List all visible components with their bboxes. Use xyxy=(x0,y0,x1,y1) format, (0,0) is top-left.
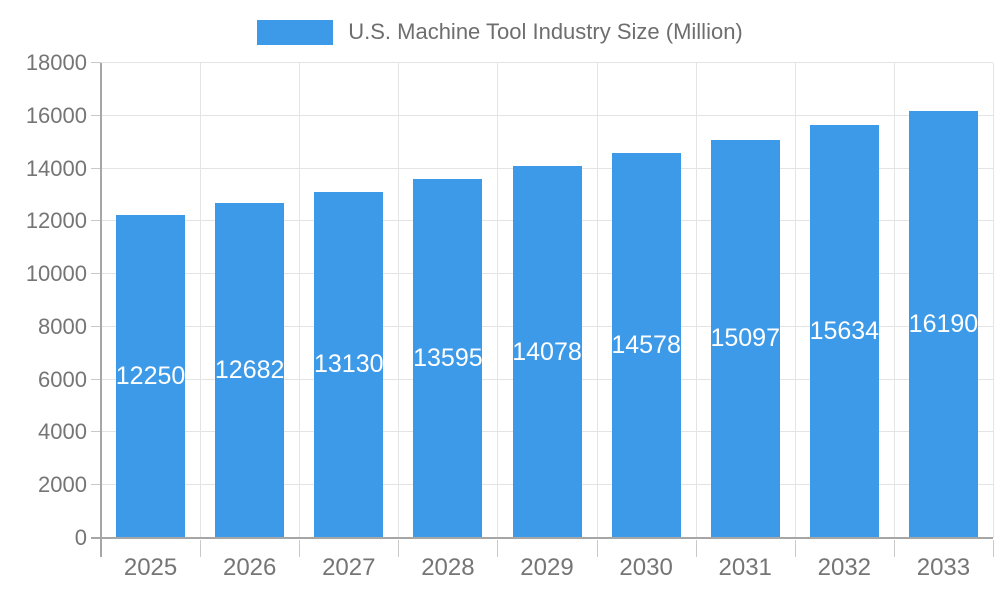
bar-value-label: 15097 xyxy=(710,324,780,353)
x-axis-label: 2029 xyxy=(520,554,574,581)
bar-2025[interactable]: 12250 xyxy=(115,214,186,538)
bar-2026[interactable]: 12682 xyxy=(215,203,284,538)
x-tick xyxy=(695,540,697,557)
bar-2027[interactable]: 13130 xyxy=(314,191,384,538)
bar-value-label: 15634 xyxy=(809,317,880,346)
y-axis-label: 8000 xyxy=(38,313,87,339)
gridline-v xyxy=(398,63,400,538)
x-tick xyxy=(497,540,499,557)
x-tick xyxy=(993,540,994,557)
x-tick xyxy=(299,540,301,557)
y-tick xyxy=(91,62,101,63)
bar-value-label: 12250 xyxy=(115,361,186,390)
x-axis-label: 2027 xyxy=(322,554,376,581)
bar-2032[interactable]: 15634 xyxy=(810,125,879,538)
bar-2030[interactable]: 14578 xyxy=(611,153,681,538)
gridline-h xyxy=(101,114,993,116)
legend-label: U.S. Machine Tool Industry Size (Million… xyxy=(348,19,743,44)
gridline-v xyxy=(794,63,796,538)
y-axis-label: 14000 xyxy=(25,155,87,181)
x-axis-label: 2030 xyxy=(619,554,673,581)
x-axis-line xyxy=(91,537,993,539)
y-axis-label: 18000 xyxy=(25,50,87,75)
y-tick xyxy=(91,431,101,433)
x-axis-label: 2025 xyxy=(123,554,178,581)
bar-value-label: 14578 xyxy=(611,331,681,360)
y-axis-label: 10000 xyxy=(25,261,87,287)
y-tick xyxy=(91,378,101,380)
y-tick xyxy=(91,220,101,222)
x-tick xyxy=(794,540,796,557)
x-axis-label: 2026 xyxy=(222,554,277,581)
gridline-v xyxy=(893,63,895,538)
gridline-v xyxy=(200,63,202,538)
bar-value-label: 14078 xyxy=(512,337,582,366)
x-axis-label: 2033 xyxy=(916,554,971,581)
y-axis-label: 16000 xyxy=(25,102,87,128)
gridline-v xyxy=(497,63,499,538)
y-axis-line xyxy=(100,63,102,557)
y-axis-label: 12000 xyxy=(25,208,87,234)
x-tick xyxy=(200,540,202,557)
gridline-h xyxy=(101,62,993,63)
x-axis-label: 2028 xyxy=(421,554,475,581)
legend-swatch xyxy=(257,19,334,45)
gridline-v xyxy=(993,63,994,538)
x-tick xyxy=(596,540,598,557)
bar-value-label: 13595 xyxy=(413,344,483,373)
bar-2031[interactable]: 15097 xyxy=(710,139,780,538)
bar-value-label: 12682 xyxy=(214,356,285,385)
y-axis-label: 2000 xyxy=(38,472,87,498)
bar-2028[interactable]: 13595 xyxy=(413,179,483,538)
legend[interactable]: U.S. Machine Tool Industry Size (Million… xyxy=(0,19,1000,45)
x-axis-label: 2031 xyxy=(718,554,772,581)
gridline-v xyxy=(596,63,598,538)
bar-value-label: 16190 xyxy=(908,309,979,338)
bar-value-label: 13130 xyxy=(314,350,384,379)
y-tick xyxy=(91,325,101,327)
bar-2033[interactable]: 16190 xyxy=(908,110,979,538)
x-tick xyxy=(398,540,400,557)
y-tick xyxy=(91,273,101,275)
y-axis-label: 6000 xyxy=(38,366,87,392)
y-tick xyxy=(91,484,101,486)
gridline-v xyxy=(299,63,301,538)
x-axis-label: 2032 xyxy=(817,554,872,581)
y-axis-label: 4000 xyxy=(38,419,87,445)
gridline-v xyxy=(695,63,697,538)
y-tick xyxy=(91,167,101,169)
y-tick xyxy=(91,114,101,116)
y-axis-label: 0 xyxy=(74,525,87,550)
bar-2029[interactable]: 14078 xyxy=(512,166,582,538)
x-tick xyxy=(893,540,895,557)
